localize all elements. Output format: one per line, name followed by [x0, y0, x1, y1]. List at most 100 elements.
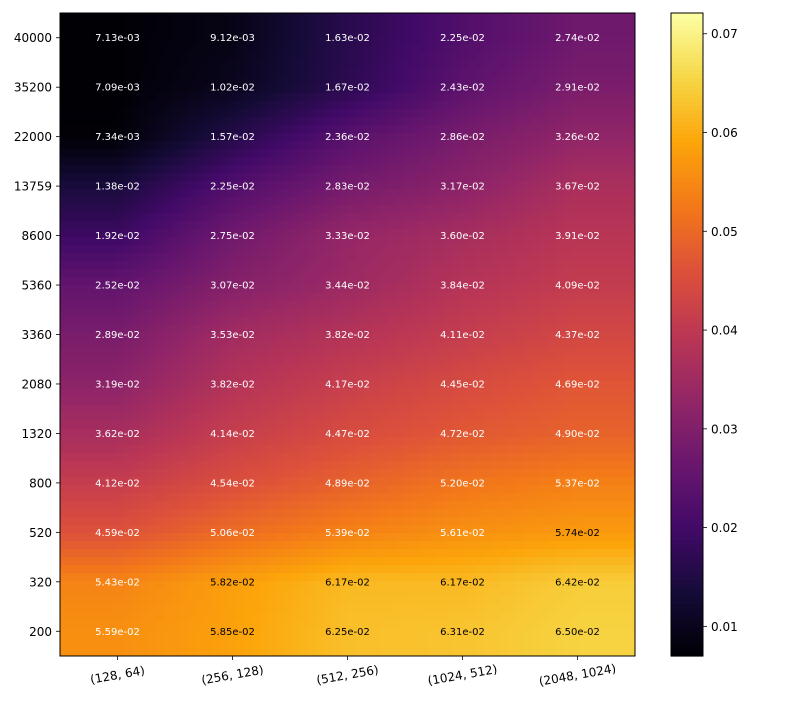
- heatmap-cells: [60, 13, 635, 656]
- heatmap-pixel: [212, 197, 221, 206]
- heatmap-pixel: [76, 405, 85, 414]
- heatmap-pixel: [68, 277, 77, 286]
- heatmap-pixel: [620, 77, 629, 86]
- heatmap-pixel: [588, 61, 597, 70]
- heatmap-pixel: [172, 69, 181, 78]
- heatmap-pixel: [524, 141, 533, 150]
- heatmap-pixel: [356, 397, 365, 406]
- heatmap-pixel: [404, 437, 413, 446]
- heatmap-pixel: [348, 53, 357, 62]
- heatmap-pixel: [204, 157, 213, 166]
- heatmap-pixel: [460, 317, 469, 326]
- heatmap-pixel: [508, 133, 517, 142]
- heatmap-pixel: [604, 93, 613, 102]
- heatmap-pixel: [260, 141, 269, 150]
- heatmap-pixel: [284, 301, 293, 310]
- heatmap-pixel: [412, 189, 421, 198]
- heatmap-pixel: [116, 469, 125, 478]
- heatmap-pixel: [556, 29, 565, 38]
- heatmap-pixel: [476, 541, 485, 550]
- heatmap-pixel: [76, 69, 85, 78]
- heatmap-pixel: [188, 101, 197, 110]
- heatmap-pixel: [316, 269, 325, 278]
- heatmap-pixel: [268, 501, 277, 510]
- heatmap-pixel: [132, 301, 141, 310]
- heatmap-pixel: [548, 453, 557, 462]
- heatmap-pixel: [380, 509, 389, 518]
- heatmap-pixel: [212, 141, 221, 150]
- heatmap-pixel: [324, 277, 333, 286]
- heatmap-pixel: [156, 293, 165, 302]
- heatmap-pixel: [220, 285, 229, 294]
- heatmap-pixel: [292, 349, 301, 358]
- heatmap-pixel: [100, 429, 109, 438]
- heatmap-pixel: [340, 357, 349, 366]
- heatmap-pixel: [332, 141, 341, 150]
- heatmap-pixel: [212, 229, 221, 238]
- heatmap-pixel: [324, 21, 333, 30]
- heatmap-pixel: [196, 181, 205, 190]
- heatmap-pixel: [140, 101, 149, 110]
- heatmap-pixel: [292, 541, 301, 550]
- heatmap-pixel: [508, 53, 517, 62]
- heatmap-pixel: [580, 397, 589, 406]
- heatmap-pixel: [324, 165, 333, 174]
- heatmap-pixel: [596, 309, 605, 318]
- heatmap-pixel: [492, 325, 501, 334]
- heatmap-pixel: [324, 317, 333, 326]
- heatmap-pixel: [364, 21, 373, 30]
- heatmap-pixel: [476, 197, 485, 206]
- heatmap-pixel: [164, 341, 173, 350]
- heatmap-pixel: [308, 445, 317, 454]
- heatmap-pixel: [620, 157, 629, 166]
- heatmap-pixel: [556, 189, 565, 198]
- heatmap-pixel: [196, 253, 205, 262]
- heatmap-pixel: [228, 525, 237, 534]
- heatmap-pixel: [68, 501, 77, 510]
- heatmap-pixel: [500, 429, 509, 438]
- heatmap-pixel: [612, 237, 621, 246]
- heatmap-pixel: [516, 101, 525, 110]
- heatmap-pixel: [156, 229, 165, 238]
- heatmap-pixel: [604, 269, 613, 278]
- heatmap-pixel: [524, 373, 533, 382]
- heatmap-pixel: [252, 125, 261, 134]
- heatmap-pixel: [540, 469, 549, 478]
- heatmap-pixel: [628, 477, 635, 486]
- heatmap-pixel: [228, 293, 237, 302]
- heatmap-pixel: [156, 341, 165, 350]
- heatmap-pixel: [372, 405, 381, 414]
- heatmap-pixel: [92, 29, 101, 38]
- heatmap-pixel: [140, 437, 149, 446]
- heatmap-pixel: [140, 125, 149, 134]
- heatmap-pixel: [316, 189, 325, 198]
- heatmap-pixel: [204, 445, 213, 454]
- heatmap-pixel: [60, 301, 69, 310]
- heatmap-pixel: [156, 445, 165, 454]
- heatmap-pixel: [404, 173, 413, 182]
- heatmap-pixel: [244, 93, 253, 102]
- heatmap-pixel: [484, 205, 493, 214]
- heatmap-pixel: [276, 493, 285, 502]
- heatmap-pixel: [100, 317, 109, 326]
- heatmap-pixel: [620, 549, 629, 558]
- heatmap-pixel: [196, 141, 205, 150]
- heatmap-pixel: [388, 557, 397, 566]
- heatmap-pixel: [476, 325, 485, 334]
- heatmap-pixel: [508, 309, 517, 318]
- heatmap-pixel: [316, 397, 325, 406]
- heatmap-pixel: [372, 141, 381, 150]
- heatmap-pixel: [60, 173, 69, 182]
- heatmap-pixel: [180, 453, 189, 462]
- heatmap-pixel: [292, 77, 301, 86]
- heatmap-pixel: [500, 517, 509, 526]
- heatmap-pixel: [500, 381, 509, 390]
- heatmap-pixel: [380, 525, 389, 534]
- heatmap-pixel: [612, 453, 621, 462]
- heatmap-pixel: [460, 141, 469, 150]
- heatmap-pixel: [388, 341, 397, 350]
- heatmap-pixel: [428, 429, 437, 438]
- heatmap-pixel: [588, 389, 597, 398]
- heatmap-pixel: [628, 173, 635, 182]
- heatmap-pixel: [300, 117, 309, 126]
